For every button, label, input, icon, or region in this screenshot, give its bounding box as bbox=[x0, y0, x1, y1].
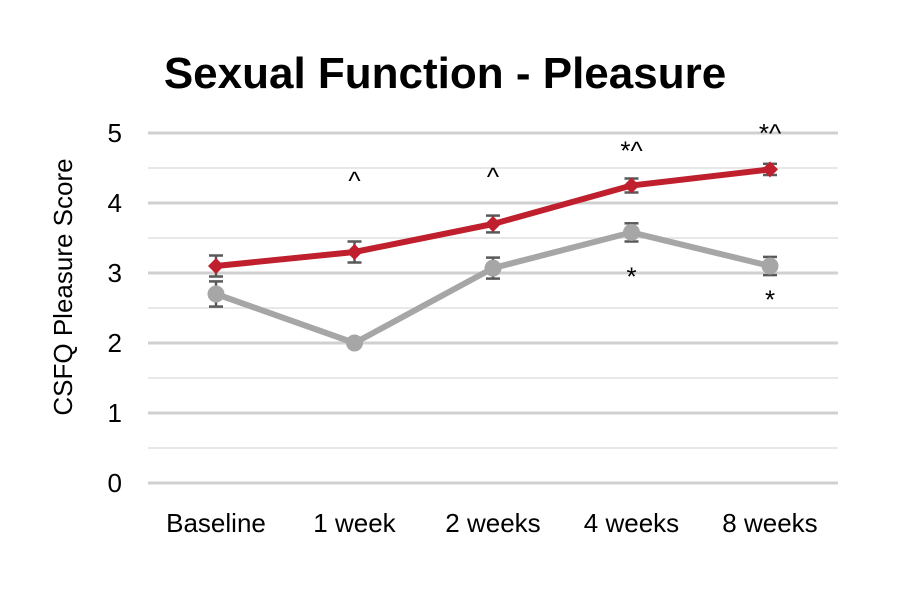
series-layer bbox=[207, 161, 779, 352]
x-tick-labels: Baseline 1 week 2 weeks 4 weeks 8 weeks bbox=[166, 508, 818, 538]
chart-title: Sexual Function - Pleasure bbox=[164, 49, 726, 98]
series-diamond bbox=[208, 161, 778, 278]
data-point bbox=[762, 161, 778, 178]
y-tick-label: 1 bbox=[108, 398, 122, 428]
data-point bbox=[761, 257, 779, 275]
y-tick-label: 5 bbox=[108, 118, 122, 148]
data-point bbox=[346, 244, 363, 260]
y-tick-label: 2 bbox=[108, 328, 122, 358]
x-tick-label: 8 weeks bbox=[722, 508, 817, 538]
data-point bbox=[484, 259, 502, 277]
data-point bbox=[208, 258, 224, 274]
significance-marker: *^ bbox=[759, 118, 782, 148]
data-point bbox=[207, 285, 225, 303]
significance-marker: *^ bbox=[620, 136, 643, 166]
data-point bbox=[623, 177, 640, 194]
significance-annotations: ^ ^ *^ *^ * * bbox=[348, 118, 782, 315]
significance-marker: ^ bbox=[348, 166, 361, 196]
data-point bbox=[623, 223, 640, 241]
data-point bbox=[346, 334, 363, 352]
series-line bbox=[214, 229, 771, 346]
y-tick-label: 4 bbox=[108, 188, 122, 218]
significance-marker: ^ bbox=[487, 161, 500, 191]
y-axis-label: CSFQ Pleasure Score bbox=[48, 158, 78, 415]
series-circle bbox=[207, 222, 779, 352]
y-tick-labels: 0 1 2 3 4 5 bbox=[108, 118, 122, 498]
data-point bbox=[485, 216, 501, 232]
x-tick-label: 2 weeks bbox=[445, 508, 540, 538]
y-tick-label: 3 bbox=[108, 258, 122, 288]
x-tick-label: Baseline bbox=[166, 508, 266, 538]
significance-marker: * bbox=[765, 285, 775, 315]
x-tick-label: 1 week bbox=[313, 508, 396, 538]
y-tick-label: 0 bbox=[108, 468, 122, 498]
x-tick-label: 4 weeks bbox=[584, 508, 679, 538]
significance-marker: * bbox=[626, 262, 636, 292]
